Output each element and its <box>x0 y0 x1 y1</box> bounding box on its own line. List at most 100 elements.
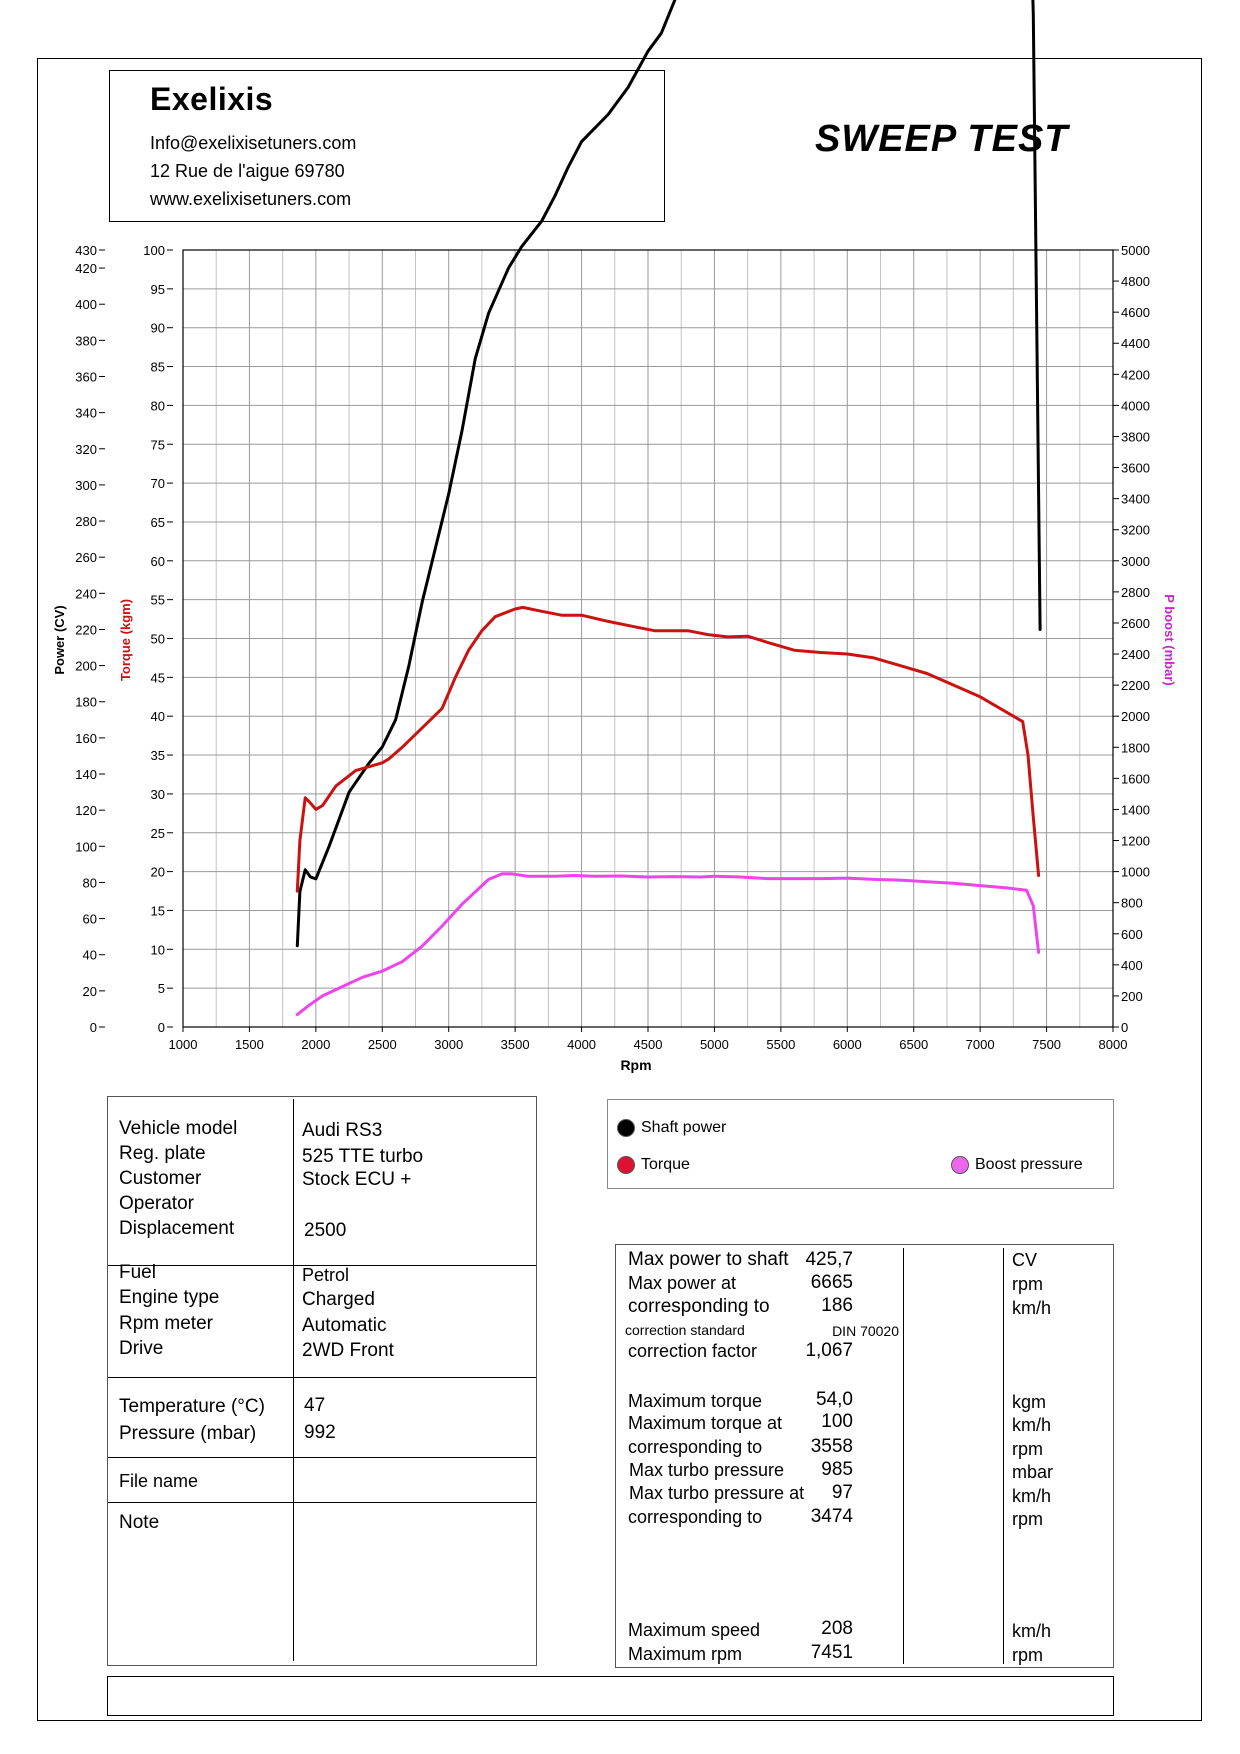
x-tick-label: 3000 <box>434 1037 463 1052</box>
chart-grid <box>182 249 1114 1028</box>
customer-value: Stock ECU + <box>302 1169 412 1190</box>
result-value: 208 <box>821 1618 853 1639</box>
x-tick-label: 1500 <box>235 1037 264 1052</box>
reg-plate-label: Reg. plate <box>119 1143 206 1164</box>
power-tick-label: 260 <box>75 550 97 565</box>
boost-tick-label: 4600 <box>1121 305 1150 320</box>
x-tick-label: 5000 <box>700 1037 729 1052</box>
torque-tick-label: 40 <box>151 709 165 724</box>
power-tick-label: 0 <box>90 1020 97 1035</box>
customer-label: Customer <box>119 1168 202 1189</box>
power-tick-label: 80 <box>83 875 97 890</box>
displacement-value: 2500 <box>304 1220 347 1241</box>
power-tick-label: 420 <box>75 261 97 276</box>
result-label: corresponding to <box>628 1437 763 1457</box>
torque-curve <box>295 605 1041 893</box>
result-label: Max turbo pressure at <box>629 1483 805 1503</box>
result-unit: km/h <box>1012 1298 1052 1318</box>
result-unit: rpm <box>1012 1439 1043 1459</box>
company-website: www.exelixisetuners.com <box>150 189 352 209</box>
test-title: SWEEP TEST <box>815 118 1069 160</box>
torque-tick-label: 5 <box>158 981 165 996</box>
legend-power-label: Shaft power <box>641 1119 727 1137</box>
result-unit: km/h <box>1012 1621 1052 1641</box>
boost-tick-label: 1200 <box>1121 834 1150 849</box>
result-value: 100 <box>821 1411 853 1432</box>
result-unit: kgm <box>1012 1392 1047 1412</box>
legend-torque: Torque <box>617 1156 690 1174</box>
result-unit: km/h <box>1012 1486 1052 1506</box>
boost-curve <box>295 872 1041 1017</box>
results-divider <box>903 1248 904 1664</box>
result-value: 7451 <box>810 1642 853 1663</box>
legend-power: Shaft power <box>617 1119 726 1137</box>
x-tick-label: 4000 <box>567 1037 596 1052</box>
temperature-label: Temperature (°C) <box>119 1396 265 1417</box>
x-tick-label: 2500 <box>368 1037 397 1052</box>
boost-tick-label: 1400 <box>1121 802 1150 817</box>
legend-boost-label: Boost pressure <box>975 1156 1083 1174</box>
torque-tick-label: 85 <box>151 360 165 375</box>
torque-tick-label: 90 <box>151 321 165 336</box>
power-tick-label: 240 <box>75 586 97 601</box>
boost-tick-label: 3200 <box>1121 523 1150 538</box>
x-tick-label: 7500 <box>1032 1037 1061 1052</box>
fuel-label: Fuel <box>119 1262 156 1283</box>
x-tick-label: 1000 <box>169 1037 198 1052</box>
x-tick-label: 7000 <box>966 1037 995 1052</box>
vehicle-model-value: Audi RS3 <box>302 1120 383 1141</box>
torque-tick-label: 100 <box>143 243 165 258</box>
result-value: 3558 <box>810 1436 853 1457</box>
x-tick-label: 6000 <box>833 1037 862 1052</box>
torque-tick-label: 75 <box>151 437 165 452</box>
result-label: correction standard <box>625 1322 745 1338</box>
torque-tick-label: 0 <box>158 1020 165 1035</box>
results-table: Max power to shaft 425,7 CV Max power at… <box>615 1244 1114 1668</box>
company-info-box: Exelixis Info@exelixisetuners.com 12 Rue… <box>109 70 665 222</box>
torque-axis-label: Torque (kgm) <box>118 599 133 681</box>
power-tick-label: 430 <box>75 243 97 258</box>
result-unit: CV <box>1012 1250 1038 1270</box>
torque-tick-label: 15 <box>151 903 165 918</box>
result-label: corresponding to <box>628 1296 770 1317</box>
boost-tick-label: 3800 <box>1121 429 1150 444</box>
boost-tick-label: 3600 <box>1121 461 1150 476</box>
boost-tick-label: 1600 <box>1121 771 1150 786</box>
operator-label: Operator <box>119 1193 194 1214</box>
torque-tick-label: 55 <box>151 593 165 608</box>
power-tick-label: 140 <box>75 767 97 782</box>
vehicle-table-divider <box>293 1099 294 1661</box>
boost-tick-label: 2000 <box>1121 709 1150 724</box>
result-value: 97 <box>831 1482 853 1503</box>
chart-legend: Shaft power Torque Boost pressure <box>607 1099 1114 1189</box>
result-label: Max turbo pressure <box>629 1460 785 1480</box>
x-tick-label: 8000 <box>1099 1037 1128 1052</box>
boost-tick-label: 3400 <box>1121 492 1150 507</box>
boost-tick-label: 4200 <box>1121 367 1150 382</box>
file-name-label: File name <box>119 1471 199 1491</box>
boost-tick-label: 200 <box>1121 989 1143 1004</box>
result-value: DIN 70020 <box>832 1323 899 1339</box>
power-tick-label: 280 <box>75 514 97 529</box>
result-unit: mbar <box>1012 1462 1054 1482</box>
power-tick-label: 160 <box>75 731 97 746</box>
result-unit: rpm <box>1012 1509 1043 1529</box>
rpm-meter-value: Automatic <box>302 1315 387 1336</box>
boost-tick-label: 2800 <box>1121 585 1150 600</box>
boost-tick-label: 0 <box>1121 1020 1128 1035</box>
result-label: Maximum rpm <box>628 1644 743 1664</box>
result-value: 6665 <box>810 1272 853 1293</box>
result-value: 54,0 <box>816 1389 853 1410</box>
power-tick-label: 20 <box>83 984 97 999</box>
note-label: Note <box>119 1512 160 1533</box>
x-tick-label: 5500 <box>766 1037 795 1052</box>
vehicle-table-divider <box>108 1502 536 1503</box>
company-name: Exelixis <box>150 81 274 117</box>
result-unit: rpm <box>1012 1645 1043 1665</box>
boost-axis-label: P boost (mbar) <box>1162 594 1177 686</box>
company-email: Info@exelixisetuners.com <box>150 133 357 153</box>
vehicle-table-divider <box>108 1457 536 1458</box>
torque-tick-label: 80 <box>151 398 165 413</box>
result-label: Max power to shaft <box>628 1249 789 1270</box>
legend-torque-dot <box>617 1156 635 1174</box>
